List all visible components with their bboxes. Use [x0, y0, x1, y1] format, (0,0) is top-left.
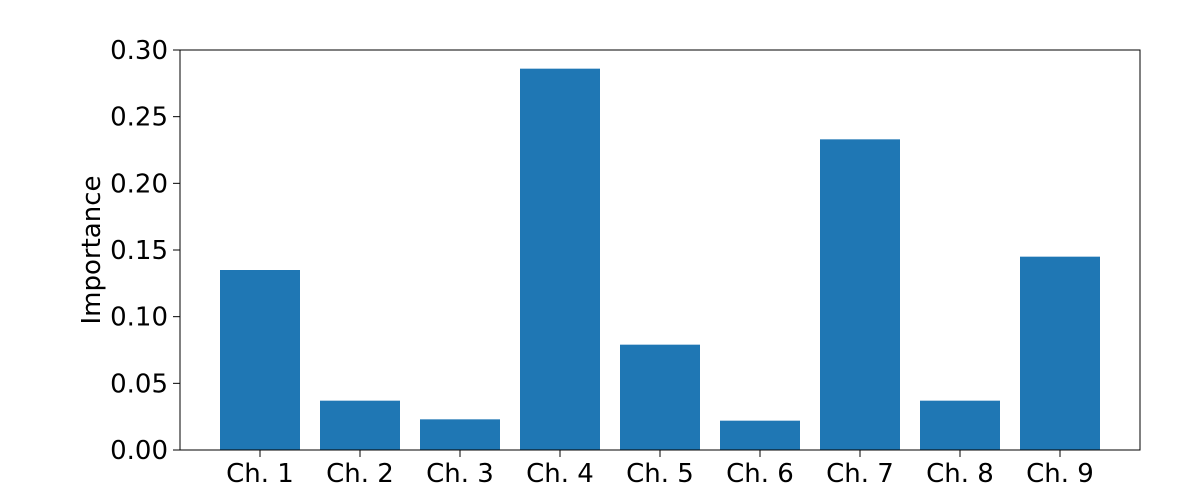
y-tick-label: 0.25 [110, 103, 168, 133]
bar-6 [720, 420, 800, 450]
plot-frame [179, 49, 1141, 451]
y-tick-label: 0.00 [110, 436, 168, 466]
x-tick-label: Ch. 8 [926, 459, 994, 489]
y-axis-label: Importance [77, 176, 107, 325]
x-tick-label: Ch. 9 [1026, 459, 1094, 489]
y-axis-ticks: 0.00 0.05 0.10 0.15 0.20 0.25 0.30 [110, 36, 180, 466]
x-tick-label: Ch. 1 [226, 459, 294, 489]
x-tick-label: Ch. 2 [326, 459, 394, 489]
bar-4 [520, 68, 600, 451]
x-tick-label: Ch. 6 [726, 459, 794, 489]
bar-5 [620, 344, 700, 450]
y-tick-label: 0.20 [110, 169, 168, 199]
bar-2 [320, 400, 400, 450]
x-axis-ticks: Ch. 1 Ch. 2 Ch. 3 Ch. 4 Ch. 5 Ch. 6 Ch. 7 Ch. 8… [226, 450, 1094, 489]
bar-7 [820, 139, 900, 451]
x-tick-label: Ch. 3 [426, 459, 494, 489]
bar-8 [920, 400, 1000, 450]
x-tick-label: Ch. 7 [826, 459, 894, 489]
bar-9 [1020, 256, 1100, 450]
x-tick-label: Ch. 5 [626, 459, 694, 489]
x-tick-label: Ch. 4 [526, 459, 594, 489]
bar-1 [220, 270, 300, 450]
bar-3 [420, 419, 500, 450]
y-tick-label: 0.10 [110, 303, 168, 333]
bars-group [220, 68, 1100, 451]
y-tick-label: 0.05 [110, 369, 168, 399]
y-tick-label: 0.15 [110, 236, 168, 266]
y-tick-label: 0.30 [110, 36, 168, 66]
